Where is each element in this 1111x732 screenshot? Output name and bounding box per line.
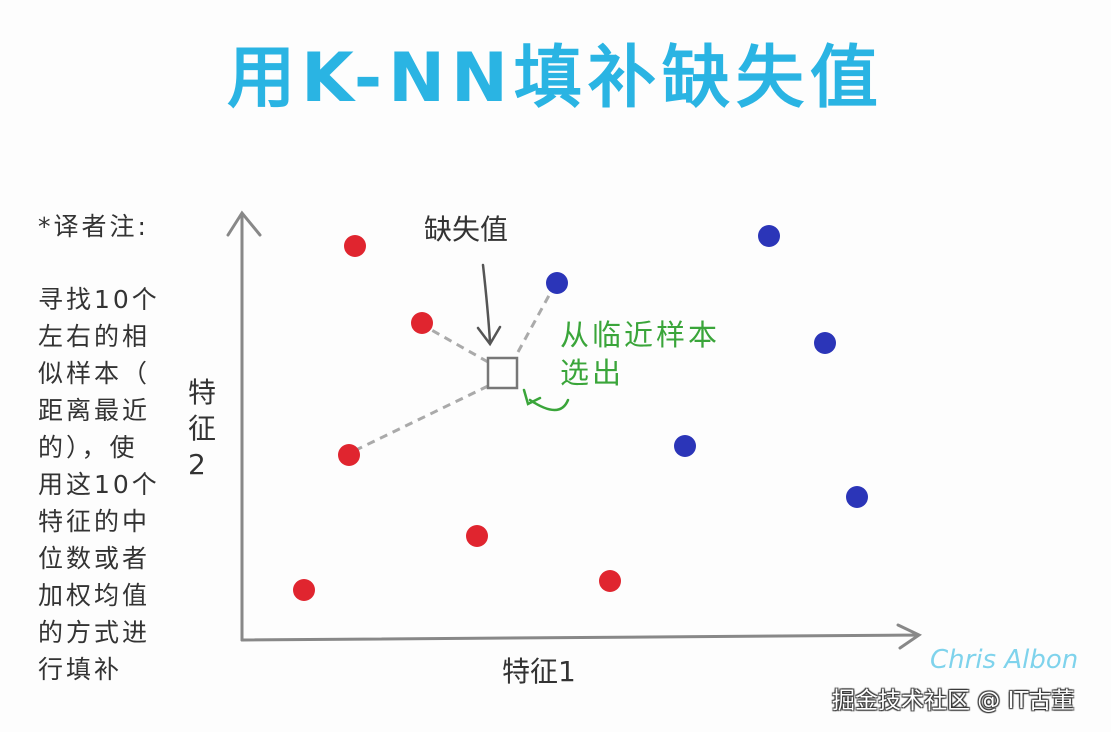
neighbor-link xyxy=(427,326,489,364)
note-line: 似样本（ xyxy=(38,359,151,388)
x-axis-label: 特征1 xyxy=(502,655,576,688)
missing-value-label: 缺失值 xyxy=(424,213,509,246)
select-from-neighbors-label: 从临近样本 选出 xyxy=(560,316,720,392)
missing-value-square xyxy=(486,356,519,390)
note-heading: *译者注: xyxy=(38,212,149,241)
note-line: 特征的中 xyxy=(38,507,151,536)
red-sample-point xyxy=(411,312,433,334)
blue-sample-point xyxy=(814,332,836,354)
note-line: 位数或者 xyxy=(38,544,151,573)
note-line: 用这10个 xyxy=(38,470,160,499)
neighbor-link xyxy=(516,289,554,353)
blue-sample-point xyxy=(846,486,868,508)
label-line: 从临近样本 xyxy=(560,318,721,352)
note-line: 距离最近 xyxy=(38,396,151,425)
watermark: 掘金技术社区 @ IT古董 xyxy=(832,688,1075,714)
note-line: 寻找10个 xyxy=(38,285,160,314)
red-sample-point xyxy=(466,525,488,547)
red-sample-point xyxy=(293,579,315,601)
note-line: 加权均值 xyxy=(38,581,151,610)
note-line: 行填补 xyxy=(38,655,123,684)
neighbor-link xyxy=(355,384,489,452)
label-line: 选出 xyxy=(560,356,625,390)
y-axis xyxy=(226,210,262,642)
y-axis-label: 特征2 xyxy=(188,376,217,481)
diagram-title: 用K-NN填补缺失值 xyxy=(227,39,884,118)
arrow-down-icon xyxy=(476,263,502,347)
signature-logo: Chris Albon xyxy=(930,645,1079,675)
blue-sample-point xyxy=(674,435,696,457)
translator-note: *译者注: 寻找10个 左右的相 似样本（ 距离最近 的），使 用这10个 特征… xyxy=(38,208,160,688)
x-axis xyxy=(240,623,922,650)
red-sample-point xyxy=(338,444,360,466)
curved-arrow-icon xyxy=(522,388,570,412)
red-sample-point xyxy=(599,570,621,592)
blue-sample-point xyxy=(546,272,568,294)
red-sample-point xyxy=(344,235,366,257)
note-line: 的方式进 xyxy=(38,618,151,647)
blue-sample-point xyxy=(758,225,780,247)
note-line: 的），使 xyxy=(38,433,138,462)
note-line: 左右的相 xyxy=(38,322,151,351)
